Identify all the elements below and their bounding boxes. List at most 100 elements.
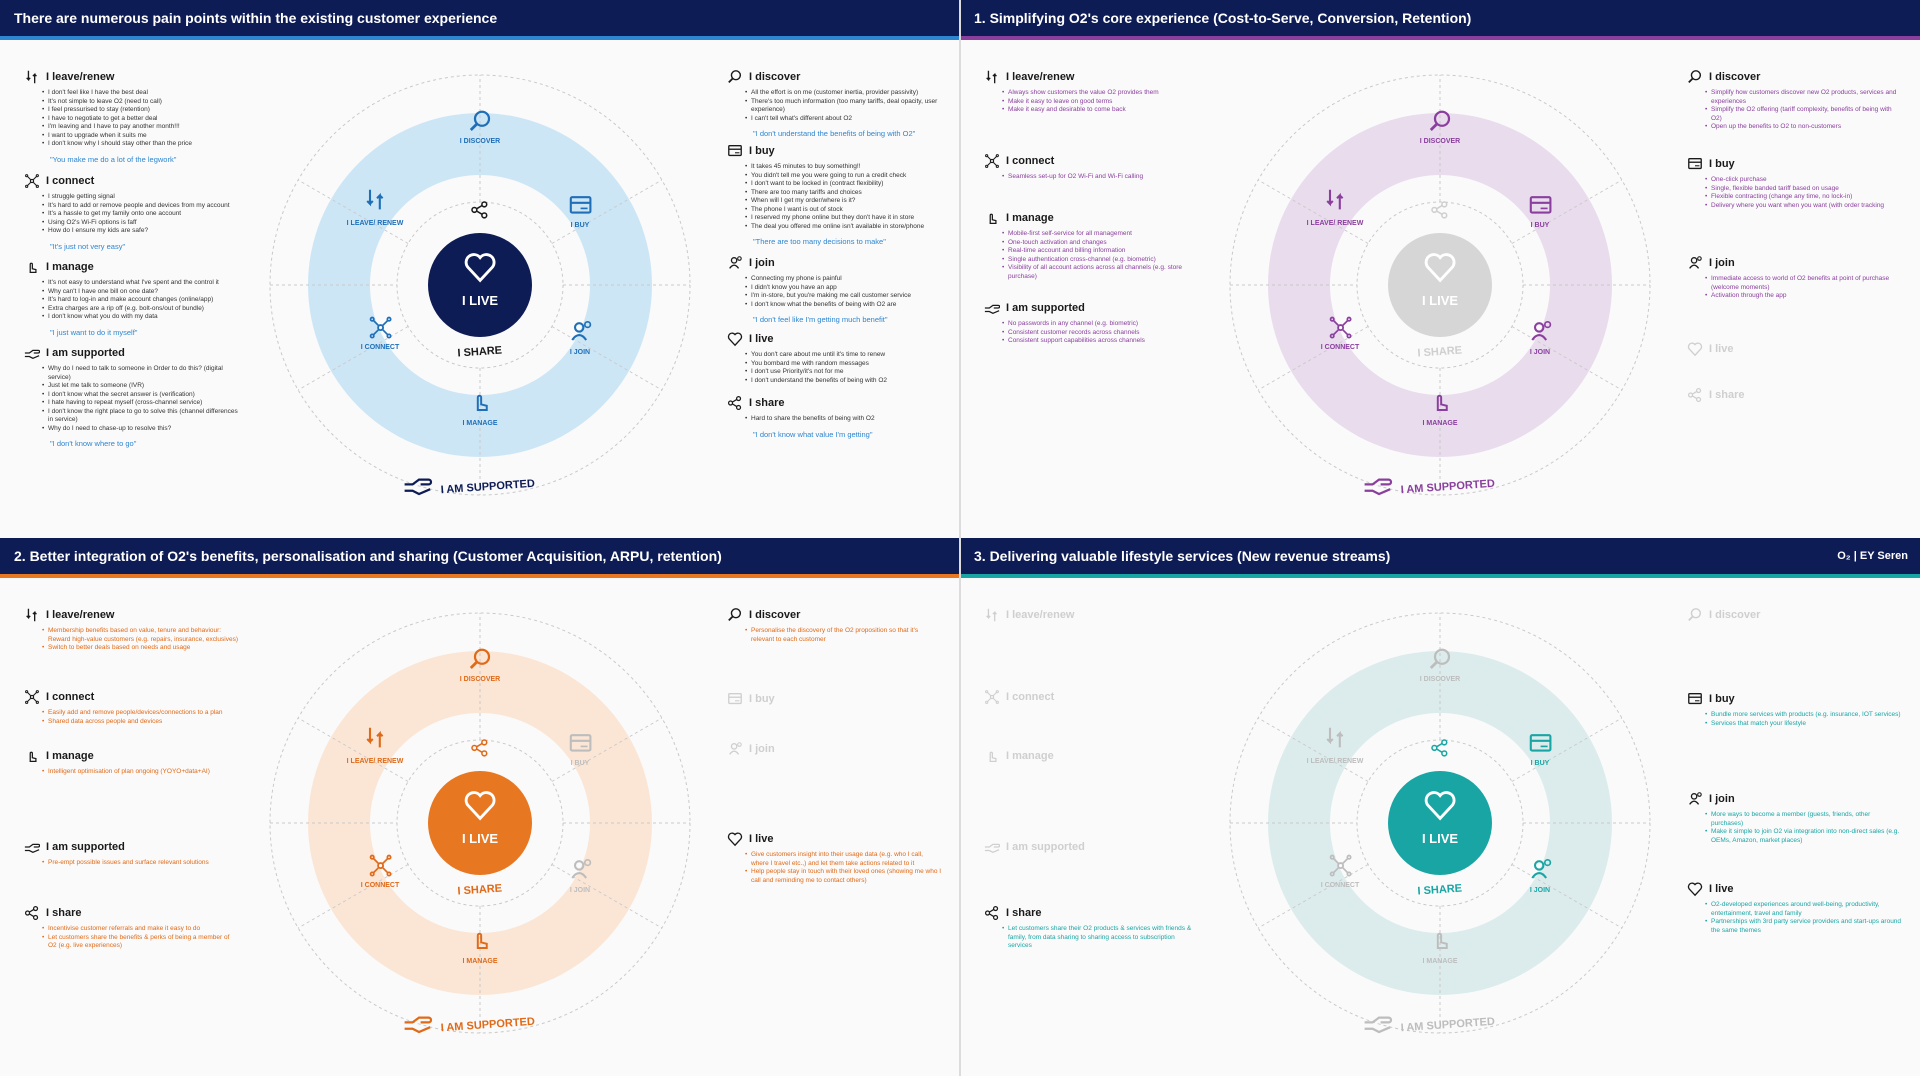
section-i-join: I join Immediate access to world of O2 be…	[1687, 254, 1902, 301]
share-icon	[727, 395, 743, 411]
supported-hand-icon	[1364, 1016, 1393, 1034]
section-heading: I leave/renew	[24, 68, 239, 86]
section-i-leave-renew: I leave/renew I don't feel like I have th…	[24, 68, 239, 164]
bullet-item: I reserved my phone online but they don'…	[745, 214, 942, 223]
connect-icon	[369, 316, 392, 339]
header-accent-bar	[0, 574, 960, 578]
ey-seren-logo: EY Seren	[1859, 550, 1908, 562]
bullet-item: Switch to better deals based on needs an…	[42, 644, 239, 653]
section-title: I connect	[46, 691, 95, 703]
section-title: I share	[749, 397, 785, 409]
supported-icon	[24, 345, 41, 361]
segment-label-join: I JOIN	[570, 349, 590, 356]
heart-icon	[1424, 253, 1456, 283]
section-title: I discover	[749, 71, 801, 83]
buy-icon	[1529, 734, 1552, 752]
section-i-live: I live You don't care about me until it's…	[727, 330, 942, 385]
left-column: I leave/renew Membership benefits based o…	[24, 592, 239, 1052]
connect-icon	[984, 153, 1000, 169]
left-column: I leave/renew I don't feel like I have th…	[24, 54, 239, 514]
section-title: I join	[749, 743, 775, 755]
bullet-item: How do I ensure my kids are safe?	[42, 227, 239, 236]
connect-icon	[984, 689, 1000, 705]
section-heading: I buy	[1687, 690, 1902, 708]
segment-label-connect: I CONNECT	[1321, 344, 1360, 351]
bullet-item: I don't want to be locked in (contract f…	[745, 180, 942, 189]
bullet-item: It's hard to add or remove people and de…	[42, 202, 239, 211]
join-icon	[727, 741, 743, 757]
section-heading: I am supported	[24, 344, 239, 362]
left-column: I leave/renew I connect I manage I am suppo…	[984, 592, 1199, 1052]
section-bullets: Simplify how customers discover new O2 p…	[1687, 89, 1902, 132]
bullet-item: Just let me talk to someone (IVR)	[42, 382, 239, 391]
bullet-item: I can't tell what's different about O2	[745, 115, 942, 124]
segment-label-join: I JOIN	[1530, 349, 1550, 356]
leave-icon	[1326, 727, 1344, 748]
header-accent-bar	[960, 36, 1920, 40]
right-column: I discover All the effort is on me (custo…	[727, 54, 942, 514]
bullet-item: Why do I need to chase-up to resolve thi…	[42, 425, 239, 434]
bullet-item: You don't care about me until it's time …	[745, 351, 942, 360]
section-title: I live	[749, 333, 774, 345]
section-heading: I join	[727, 254, 942, 272]
section-title: I leave/renew	[46, 609, 115, 621]
section-title: I live	[1709, 883, 1734, 895]
heart-icon	[464, 791, 496, 821]
share-icon	[984, 905, 1000, 921]
section-title: I discover	[1709, 609, 1761, 621]
bullet-item: O2-developed experiences around well-bei…	[1705, 901, 1902, 918]
bullet-item: Help people stay in touch with their lov…	[745, 868, 942, 885]
share-label: I SHARE	[1417, 344, 1462, 359]
discover-icon	[1687, 69, 1703, 85]
discover-icon	[1429, 648, 1451, 669]
bullet-item: Immediate access to world of O2 benefits…	[1705, 275, 1902, 292]
section-heading: I am supported	[984, 299, 1199, 317]
section-heading: I discover	[727, 68, 942, 86]
bullet-item: Let customers share the benefits & perks…	[42, 934, 239, 951]
section-bullets: Incentivise customer referrals and make …	[24, 925, 239, 951]
live-icon	[1687, 341, 1703, 357]
section-title: I manage	[46, 750, 94, 762]
section-i-buy: I buy	[727, 690, 942, 708]
section-title: I join	[749, 257, 775, 269]
section-i-share: I share Incentivise customer referrals an…	[24, 904, 239, 951]
section-title: I join	[1709, 257, 1735, 269]
bullet-item: No passwords in any channel (e.g. biomet…	[1002, 320, 1199, 329]
buy-icon	[1687, 691, 1703, 707]
discover-icon	[727, 69, 743, 85]
bullet-item: Using O2's Wi-Fi options is faff	[42, 219, 239, 228]
segment-label-discover: I DISCOVER	[460, 676, 500, 683]
core-circle	[1388, 771, 1492, 875]
live-label: I LIVE	[462, 831, 498, 846]
supported-label: I AM SUPPORTED	[1400, 1016, 1495, 1035]
buy-icon	[727, 143, 743, 159]
section-title: I leave/renew	[1006, 609, 1075, 621]
section-title: I buy	[749, 145, 775, 157]
section-heading: I share	[984, 904, 1199, 922]
customer-quote: "I don't know where to go"	[50, 439, 137, 448]
manage-icon	[476, 394, 488, 411]
section-heading: I leave/renew	[24, 606, 239, 624]
quadrant-title: 3. Delivering valuable lifestyle service…	[974, 548, 1391, 564]
join-icon	[1687, 791, 1703, 807]
buy-icon	[569, 734, 592, 752]
left-column: I leave/renew Always show customers the v…	[984, 54, 1199, 514]
buy-icon	[1529, 196, 1552, 214]
bullet-item: I don't know what the secret answer is (…	[42, 391, 239, 400]
leave-icon	[366, 189, 384, 210]
section-i-buy: I buy Bundle more services with products …	[1687, 690, 1902, 728]
discover-icon	[469, 110, 491, 131]
header-accent-bar	[0, 36, 960, 40]
manage-icon	[984, 210, 1000, 226]
bullet-item: Why can't I have one bill on one date?	[42, 288, 239, 297]
supported-label: I AM SUPPORTED	[440, 1016, 535, 1035]
section-i-connect: I connect Seamless set-up for O2 Wi-Fi an…	[984, 152, 1199, 182]
live-icon	[1687, 881, 1703, 897]
segment-label-join: I JOIN	[570, 887, 590, 894]
manage-icon	[24, 259, 40, 275]
bullet-item: One-touch activation and changes	[1002, 239, 1199, 248]
join-icon	[571, 320, 592, 341]
bullet-item: Personalise the discovery of the O2 prop…	[745, 627, 942, 644]
section-bullets: Let customers share their O2 products & …	[984, 925, 1199, 951]
section-heading: I discover	[1687, 606, 1902, 624]
